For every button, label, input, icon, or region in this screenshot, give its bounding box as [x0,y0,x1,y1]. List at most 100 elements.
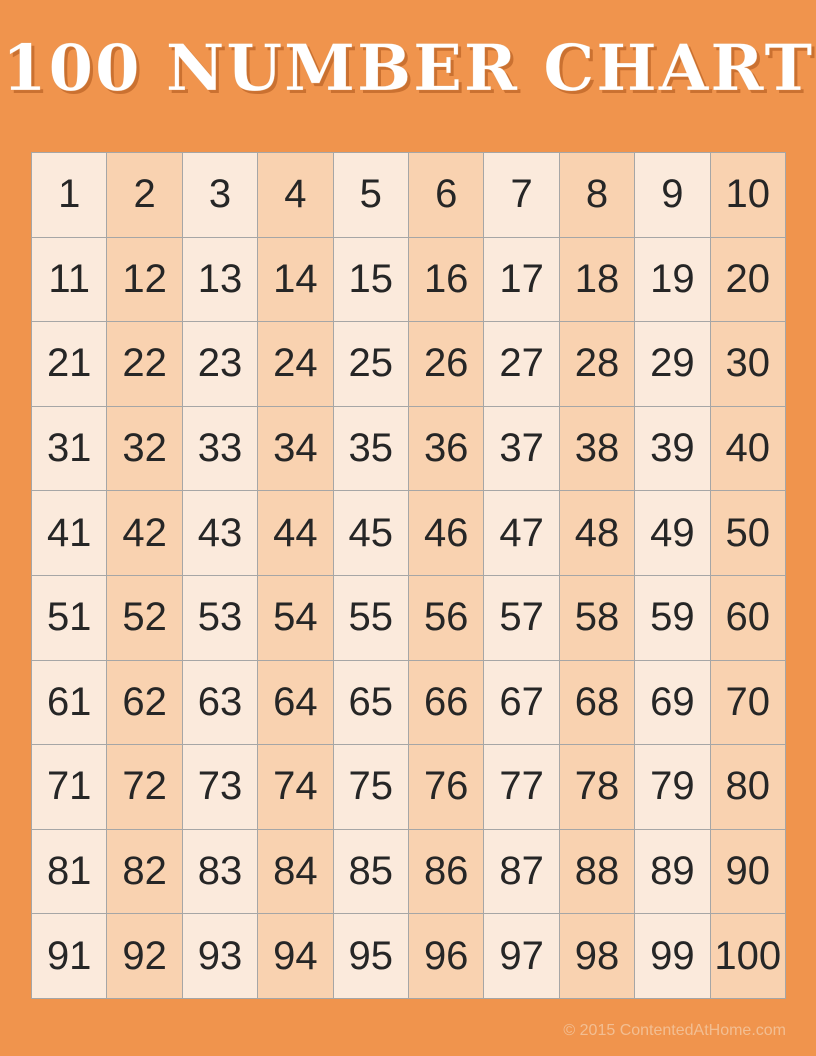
number-cell: 23 [182,322,258,406]
number-cell: 29 [635,322,710,406]
number-cell: 43 [182,491,258,575]
number-cell: 84 [258,829,333,914]
copyright-text: © 2015 ContentedAtHome.com [563,1022,786,1039]
number-cell: 52 [107,575,182,660]
number-cell: 42 [107,491,182,575]
number-cell: 73 [182,745,258,829]
number-cell: 67 [484,660,559,745]
number-cell: 6 [409,153,484,237]
number-cell: 89 [635,829,710,914]
number-cell: 5 [333,153,408,237]
number-cell: 82 [107,829,182,914]
number-cell: 22 [107,322,182,406]
number-cell: 81 [32,829,107,914]
number-cell: 57 [484,575,559,660]
number-cell: 96 [409,914,484,998]
number-cell: 62 [107,660,182,745]
number-cell: 59 [635,575,710,660]
number-cell: 83 [182,829,258,914]
number-cell: 3 [182,153,258,237]
number-cell: 45 [333,491,408,575]
number-grid: 1 2 3 4 5 6 7 8 9 10 11 12 13 14 15 16 17 18 19 20 21 22 23 24 2… [31,152,786,999]
number-cell: 78 [559,745,635,829]
number-cell: 51 [32,575,107,660]
number-cell: 70 [710,660,785,745]
number-cell: 80 [710,745,785,829]
number-cell: 48 [559,491,635,575]
number-cell: 72 [107,745,182,829]
number-cell: 87 [484,829,559,914]
number-cell: 74 [258,745,333,829]
number-cell: 38 [559,406,635,491]
number-cell: 98 [559,914,635,998]
number-cell: 15 [333,237,408,322]
number-cell: 46 [409,491,484,575]
number-cell: 54 [258,575,333,660]
number-cell: 27 [484,322,559,406]
number-cell: 25 [333,322,408,406]
number-cell: 34 [258,406,333,491]
number-cell: 92 [107,914,182,998]
number-cell: 7 [484,153,559,237]
page-title: 100 NUMBER CHART [1,31,815,106]
number-cell: 100 [710,914,785,998]
number-cell: 79 [635,745,710,829]
number-cell: 40 [710,406,785,491]
number-cell: 13 [182,237,258,322]
number-cell: 37 [484,406,559,491]
number-cell: 9 [635,153,710,237]
number-cell: 68 [559,660,635,745]
number-cell: 86 [409,829,484,914]
number-cell: 77 [484,745,559,829]
number-cell: 71 [32,745,107,829]
number-cell: 76 [409,745,484,829]
number-cell: 60 [710,575,785,660]
number-cell: 90 [710,829,785,914]
number-cell: 14 [258,237,333,322]
number-cell: 56 [409,575,484,660]
number-cell: 94 [258,914,333,998]
number-cell: 66 [409,660,484,745]
number-cell: 28 [559,322,635,406]
number-cell: 64 [258,660,333,745]
number-cell: 99 [635,914,710,998]
number-cell: 55 [333,575,408,660]
number-cell: 65 [333,660,408,745]
number-cell: 49 [635,491,710,575]
number-cell: 91 [32,914,107,998]
number-cell: 1 [32,153,107,237]
number-cell: 36 [409,406,484,491]
number-cell: 58 [559,575,635,660]
number-cell: 88 [559,829,635,914]
number-cell: 63 [182,660,258,745]
number-cell: 19 [635,237,710,322]
number-cell: 44 [258,491,333,575]
number-cell: 93 [182,914,258,998]
number-cell: 12 [107,237,182,322]
number-cell: 95 [333,914,408,998]
number-cell: 31 [32,406,107,491]
number-cell: 17 [484,237,559,322]
number-cell: 10 [710,153,785,237]
number-cell: 11 [32,237,107,322]
number-cell: 2 [107,153,182,237]
number-cell: 16 [409,237,484,322]
number-cell: 41 [32,491,107,575]
number-cell: 39 [635,406,710,491]
number-cell: 30 [710,322,785,406]
number-cell: 69 [635,660,710,745]
number-cell: 75 [333,745,408,829]
number-cell: 20 [710,237,785,322]
number-cell: 33 [182,406,258,491]
number-cell: 26 [409,322,484,406]
number-cell: 32 [107,406,182,491]
number-cell: 21 [32,322,107,406]
number-cell: 35 [333,406,408,491]
number-cell: 97 [484,914,559,998]
number-cell: 18 [559,237,635,322]
number-cell: 61 [32,660,107,745]
number-cell: 53 [182,575,258,660]
number-cell: 50 [710,491,785,575]
number-cell: 85 [333,829,408,914]
